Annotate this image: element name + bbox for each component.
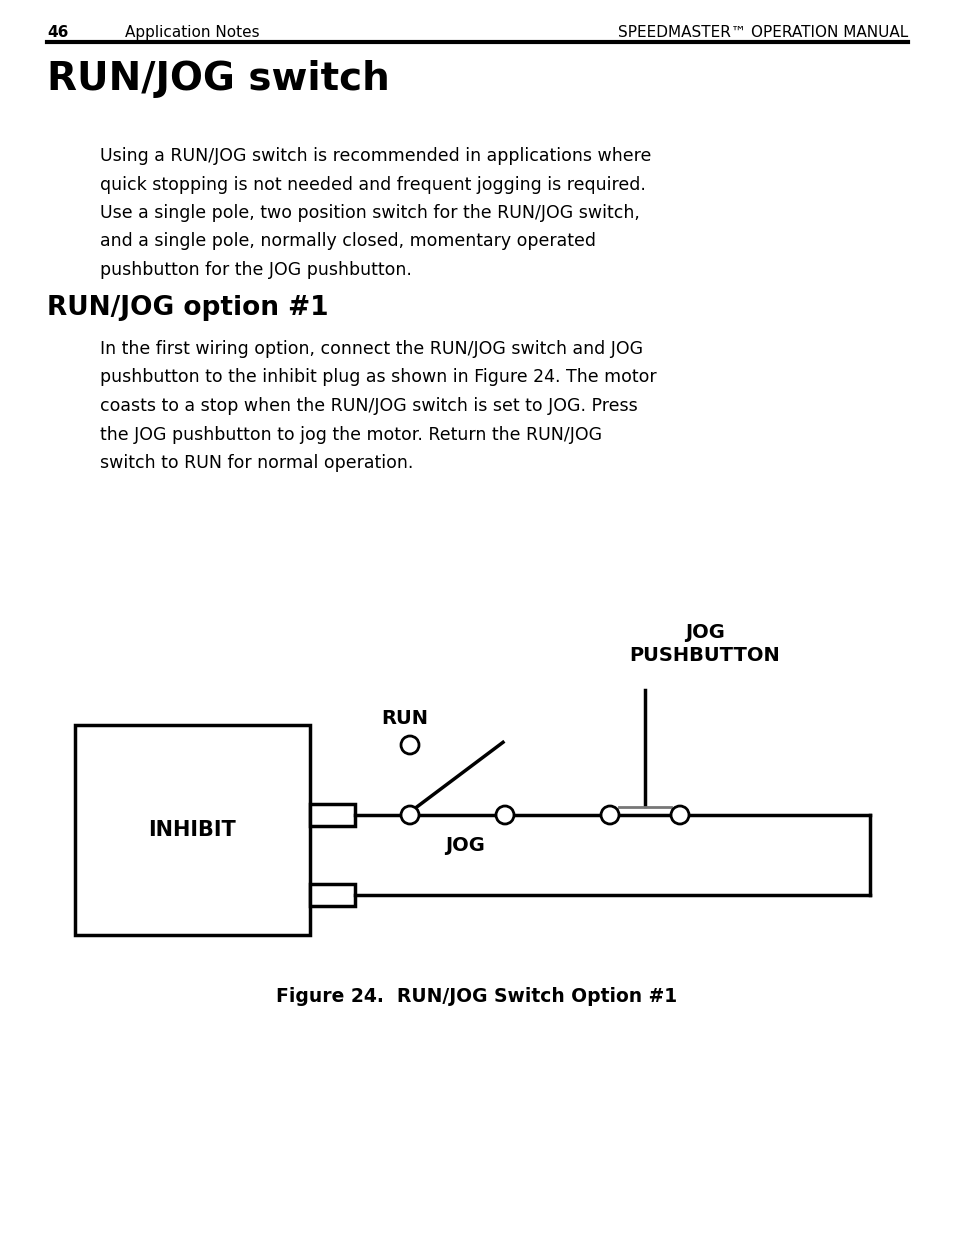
- Circle shape: [496, 806, 514, 824]
- Circle shape: [400, 736, 418, 755]
- Text: JOG
PUSHBUTTON: JOG PUSHBUTTON: [629, 622, 780, 664]
- Text: INHIBIT: INHIBIT: [149, 820, 236, 840]
- Bar: [310, 884, 355, 906]
- Text: Application Notes: Application Notes: [125, 25, 259, 40]
- Bar: [310, 804, 355, 826]
- Text: RUN: RUN: [381, 709, 428, 727]
- Text: SPEEDMASTER™ OPERATION MANUAL: SPEEDMASTER™ OPERATION MANUAL: [618, 25, 907, 40]
- Text: JOG: JOG: [445, 836, 484, 855]
- Bar: [75, 725, 310, 935]
- Circle shape: [600, 806, 618, 824]
- Text: In the first wiring option, connect the RUN/JOG switch and JOG
pushbutton to the: In the first wiring option, connect the …: [100, 340, 656, 472]
- Text: 46: 46: [47, 25, 69, 40]
- Circle shape: [400, 806, 418, 824]
- Circle shape: [670, 806, 688, 824]
- Text: RUN/JOG switch: RUN/JOG switch: [47, 61, 390, 98]
- Text: Using a RUN/JOG switch is recommended in applications where
quick stopping is no: Using a RUN/JOG switch is recommended in…: [100, 147, 651, 279]
- Text: Figure 24.  RUN/JOG Switch Option #1: Figure 24. RUN/JOG Switch Option #1: [276, 987, 677, 1007]
- Text: RUN/JOG option #1: RUN/JOG option #1: [47, 295, 328, 321]
